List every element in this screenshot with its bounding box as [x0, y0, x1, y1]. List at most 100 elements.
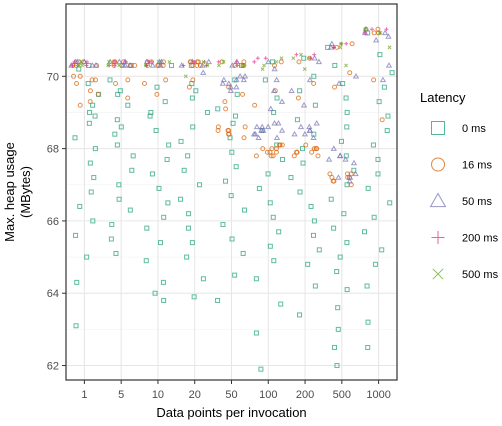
point-triangle — [328, 40, 336, 46]
point-circle — [241, 135, 247, 141]
point-square — [267, 243, 273, 249]
point-circle — [141, 81, 147, 87]
point-square — [332, 62, 338, 68]
point-circle — [332, 84, 338, 90]
point-triangle — [379, 76, 387, 83]
point-plus — [312, 52, 317, 57]
x-tick-label: 1000 — [366, 389, 390, 401]
point-circle — [113, 81, 119, 87]
legend-label: 500 ms — [462, 269, 499, 281]
point-triangle — [273, 134, 281, 140]
point-circle — [314, 146, 320, 152]
point-cross — [302, 67, 307, 72]
point-cross — [344, 63, 349, 68]
point-cross — [183, 74, 188, 79]
point-circle — [371, 77, 377, 83]
point-triangle — [225, 80, 232, 86]
point-square — [228, 193, 234, 199]
point-square — [305, 261, 311, 267]
point-triangle — [227, 87, 234, 93]
point-triangle — [157, 62, 164, 68]
point-triangle — [92, 62, 100, 68]
point-triangle — [241, 72, 249, 79]
point-cross — [77, 63, 81, 68]
point-square — [186, 211, 192, 217]
point-triangle — [122, 62, 129, 68]
point-square — [166, 142, 172, 148]
point-cross — [279, 56, 284, 61]
point-circle — [77, 73, 83, 79]
point-square — [242, 207, 248, 213]
point-square — [117, 88, 123, 94]
point-square — [108, 236, 114, 242]
point-square — [364, 283, 370, 289]
point-square — [114, 117, 120, 123]
point-triangle — [229, 62, 236, 68]
y-tick-label: 66 — [47, 216, 59, 228]
point-circle — [311, 81, 317, 87]
point-square — [162, 99, 168, 105]
point-circle — [264, 149, 270, 155]
point-plus — [192, 59, 197, 64]
x-axis-ticks: 1 5 10 20 50 100 200 500 1000 — [81, 380, 391, 401]
point-square — [377, 52, 383, 58]
point-cross — [156, 59, 161, 64]
point-square — [129, 167, 135, 173]
point-square — [300, 160, 306, 166]
point-triangle — [372, 36, 380, 43]
point-square — [311, 218, 317, 224]
point-triangle — [278, 127, 286, 133]
point-square — [310, 232, 316, 238]
point-square — [77, 203, 83, 209]
point-square — [344, 124, 350, 130]
point-circle — [190, 77, 196, 83]
point-cross — [241, 63, 246, 68]
point-cross — [338, 45, 343, 50]
point-square — [365, 344, 371, 350]
point-circle — [215, 128, 221, 134]
point-square — [189, 240, 195, 246]
point-square — [344, 240, 350, 246]
point-cross — [262, 63, 267, 68]
point-cross — [260, 67, 265, 72]
point-circle — [77, 102, 83, 108]
point-square — [152, 290, 158, 296]
point-plus — [332, 45, 337, 50]
point-square — [256, 185, 262, 191]
point-square — [116, 196, 122, 202]
x-tick-label: 20 — [189, 389, 201, 401]
point-square — [116, 182, 122, 188]
point-square — [193, 88, 199, 94]
point-circle — [303, 142, 309, 148]
point-square — [308, 203, 314, 209]
point-plus — [255, 56, 260, 61]
point-triangle — [220, 76, 228, 83]
point-circle — [277, 142, 283, 148]
point-square — [87, 160, 93, 166]
point-square — [90, 102, 96, 108]
point-triangle — [89, 62, 96, 68]
point-square — [85, 81, 91, 87]
point-plus — [216, 59, 221, 64]
legend-key-triangle — [429, 192, 447, 208]
point-triangle — [385, 33, 392, 39]
point-plus — [72, 59, 77, 64]
point-circle — [223, 106, 229, 112]
point-square — [376, 99, 382, 105]
point-square — [185, 225, 191, 231]
point-square — [233, 113, 239, 119]
point-square — [148, 109, 154, 115]
point-circle — [87, 88, 93, 94]
point-square — [297, 189, 303, 195]
x-tick-label: 1 — [81, 389, 87, 401]
point-square — [229, 236, 235, 242]
point-triangle — [346, 177, 353, 184]
point-square — [335, 326, 341, 332]
point-square — [372, 261, 378, 267]
legend-title: Latency — [420, 90, 466, 105]
point-square — [90, 218, 96, 224]
x-tick-label: 5 — [118, 389, 124, 401]
legend-key-cross — [432, 268, 444, 280]
point-cross — [378, 30, 383, 35]
point-square — [107, 77, 113, 83]
